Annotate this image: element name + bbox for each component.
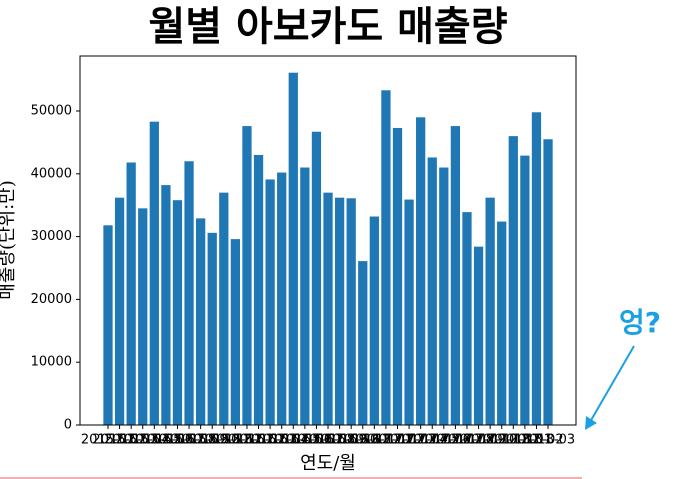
x-tick-label: 2018-01 <box>498 433 552 448</box>
bar <box>323 192 333 425</box>
y-tick-label: 0 <box>64 418 72 433</box>
x-tick-label: 2015-05 <box>127 433 181 448</box>
x-tick-label: 2016-10 <box>324 433 378 448</box>
bar <box>253 154 264 425</box>
x-tick-label: 2017-06 <box>417 433 471 448</box>
x-tick-label: 2015-07 <box>150 433 204 448</box>
y-tick-label: 10000 <box>31 355 72 370</box>
y-tick-label: 20000 <box>31 292 72 307</box>
bar <box>172 200 183 425</box>
bar <box>277 172 287 425</box>
bar <box>265 179 275 425</box>
bar <box>520 155 530 425</box>
x-tick-label: 2015-01 <box>81 433 135 448</box>
bar <box>207 232 217 425</box>
x-tick-label: 2016-11 <box>336 433 390 448</box>
bar <box>416 117 426 425</box>
x-tick-label: 2017-08 <box>440 433 494 448</box>
x-tick-label: 2015-08 <box>162 433 216 448</box>
x-tick-label: 2016-01 <box>220 433 274 448</box>
arrow-head <box>585 416 597 430</box>
x-tick-label: 2017-03 <box>382 433 436 448</box>
bar <box>242 126 252 425</box>
x-tick-label: 2017-11 <box>475 433 529 448</box>
y-tick-label: 50000 <box>31 104 72 119</box>
x-tick-label: 2017-04 <box>393 433 447 448</box>
bar <box>300 167 310 425</box>
x-tick-label: 2016-03 <box>243 433 297 448</box>
x-tick-label: 2016-02 <box>231 433 285 448</box>
bar <box>404 199 414 425</box>
y-tick-label: 40000 <box>31 166 72 181</box>
x-tick-label: 2016-09 <box>312 433 366 448</box>
bar <box>103 225 113 425</box>
x-axis-label: 연도/월 <box>300 453 356 474</box>
bar <box>473 246 484 425</box>
bar <box>334 197 345 425</box>
bar <box>196 218 206 425</box>
x-tick-label: 2015-09 <box>173 433 227 448</box>
bar <box>346 198 356 425</box>
x-tick-label: 2017-02 <box>370 433 424 448</box>
x-tick-label: 2015-02 <box>92 433 146 448</box>
x-tick-label: 2016-06 <box>278 433 332 448</box>
bar <box>126 162 136 425</box>
bar <box>288 72 298 425</box>
y-axis-label: 매출량(단위:만) <box>0 180 18 299</box>
bar <box>138 208 148 425</box>
x-tick-label: 2016-08 <box>301 433 355 448</box>
bar <box>427 157 437 426</box>
bar <box>161 185 171 425</box>
bar <box>439 167 449 425</box>
x-tick-label: 2016-05 <box>266 433 320 448</box>
x-tick-label: 2015-04 <box>116 433 170 448</box>
bar <box>381 90 391 426</box>
x-tick-label: 2015-03 <box>104 433 158 448</box>
bar <box>450 126 461 425</box>
x-tick-label: 2017-09 <box>451 433 505 448</box>
bar <box>230 239 241 425</box>
x-tick-label: 2015-10 <box>185 433 239 448</box>
x-tick-label: 2017-07 <box>428 433 482 448</box>
x-tick-label: 2017-10 <box>463 433 517 448</box>
bar <box>531 112 542 425</box>
x-tick-label: 2016-07 <box>289 433 343 448</box>
bar <box>358 261 368 425</box>
bar <box>149 121 159 425</box>
bar <box>508 136 518 426</box>
bar <box>485 197 495 425</box>
bar <box>392 127 403 425</box>
arrow-line <box>589 345 635 423</box>
x-tick-label: 2018-02 <box>509 433 563 448</box>
x-tick-label: 2016-04 <box>255 433 309 448</box>
x-tick-label: 2015-12 <box>208 433 262 448</box>
x-tick-label: 2016-12 <box>347 433 401 448</box>
bar <box>184 161 194 425</box>
x-tick-label: 2015-11 <box>197 433 251 448</box>
y-tick-label: 30000 <box>31 229 72 244</box>
bar <box>462 212 472 425</box>
x-tick-label: 2015-06 <box>139 433 193 448</box>
annotation: 엉? <box>619 306 661 339</box>
bar <box>311 131 322 425</box>
bar <box>369 216 379 425</box>
bar <box>497 221 507 425</box>
plot-frame <box>79 55 577 426</box>
chart-title: 월별 아보카도 매출량 <box>148 3 507 50</box>
x-tick-label: 2017-05 <box>405 433 459 448</box>
x-tick-label: 2017-12 <box>486 433 540 448</box>
x-tick-label: 2018-03 <box>521 433 575 448</box>
bar <box>543 139 553 426</box>
bar <box>219 192 229 425</box>
bar <box>114 197 125 425</box>
x-tick-label: 2017-01 <box>359 433 413 448</box>
